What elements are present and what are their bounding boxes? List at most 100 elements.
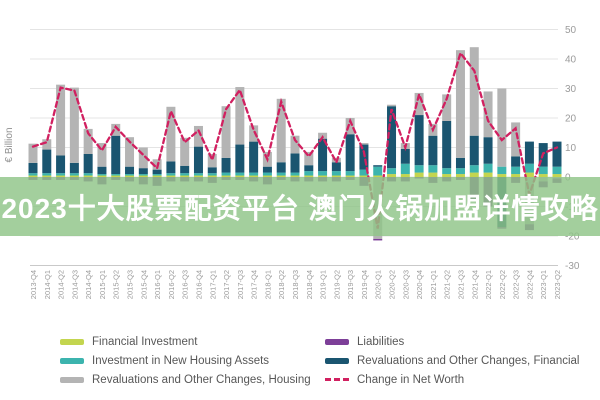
bar-segment	[69, 175, 79, 177]
bar-segment	[42, 149, 52, 174]
bar-segment	[511, 156, 521, 167]
bar-segment	[428, 172, 438, 177]
bar-segment	[125, 137, 135, 167]
bar-segment	[290, 153, 300, 173]
bar-segment	[345, 175, 355, 177]
bar-segment	[235, 175, 245, 177]
bar-segment	[249, 141, 259, 173]
bar-segment	[469, 165, 479, 173]
bar-segment	[304, 151, 314, 166]
bar-segment	[111, 175, 121, 177]
bar-segment	[111, 135, 121, 175]
x-tick-label: 2019-Q2	[332, 270, 341, 299]
bar-segment	[83, 173, 93, 176]
x-tick-label: 2023-Q2	[553, 270, 562, 299]
bar-segment	[207, 153, 217, 168]
bar-segment	[373, 166, 383, 176]
x-tick-label: 2015-Q4	[139, 270, 148, 299]
bar-segment	[125, 174, 135, 176]
bar-segment	[290, 172, 300, 176]
bar-segment	[497, 166, 507, 175]
y-axis-label: € Billion	[4, 127, 15, 163]
bar-segment	[276, 175, 286, 177]
x-tick-label: 2017-Q2	[222, 270, 231, 299]
bar-segment	[166, 175, 176, 177]
bar-segment	[331, 162, 341, 172]
bar-segment	[193, 175, 203, 177]
bar-segment	[262, 175, 272, 177]
legend-label: Revaluations and Other Changes, Financia…	[357, 354, 580, 367]
x-tick-label: 2015-Q3	[126, 270, 135, 299]
bar-segment	[387, 106, 397, 169]
bar-segment	[455, 174, 465, 177]
banner-text: 2023十大股票配资平台 澳门火锅加盟详情攻略	[1, 192, 599, 224]
y-tick-label: 20	[565, 114, 577, 125]
y-tick-label: 30	[565, 84, 577, 95]
x-tick-label: 2021-Q1	[429, 270, 438, 299]
bar-segment	[193, 125, 203, 147]
revaluations-housing-swatch-icon	[60, 376, 84, 383]
change-net-worth-dashed-line-icon	[325, 378, 349, 381]
bar-segment	[455, 168, 465, 175]
x-tick-label: 2013-Q4	[29, 270, 38, 299]
bar-segment	[345, 134, 355, 172]
bar-segment	[276, 172, 286, 176]
bar-segment	[193, 146, 203, 174]
bar-segment	[511, 166, 521, 175]
x-tick-label: 2022-Q3	[512, 270, 521, 299]
bar-segment	[414, 165, 424, 173]
bar-segment	[359, 143, 369, 145]
bar-segment	[483, 137, 493, 164]
x-tick-label: 2014-Q1	[43, 270, 52, 299]
x-tick-label: 2016-Q3	[181, 270, 190, 299]
bar-segment	[483, 91, 493, 138]
bar-segment	[400, 163, 410, 175]
bar-segment	[483, 172, 493, 177]
bar-segment	[97, 166, 107, 175]
bar-segment	[262, 166, 272, 173]
legend-item-investment-new-housing: Investment in New Housing Assets	[60, 351, 311, 370]
bar-segment	[83, 153, 93, 174]
bar-segment	[152, 174, 162, 176]
bar-segment	[428, 165, 438, 173]
bar-segment	[69, 162, 79, 174]
bar-segment	[249, 175, 259, 177]
bar-segment	[235, 172, 245, 176]
overlay-banner: 2023十大股票配资平台 澳门火锅加盟详情攻略	[0, 177, 600, 236]
bar-segment	[414, 115, 424, 166]
bar-segment	[166, 161, 176, 174]
bar-segment	[387, 174, 397, 177]
bar-segment	[97, 143, 107, 167]
bar-segment	[331, 175, 341, 177]
bar-segment	[138, 175, 148, 177]
bar-segment	[69, 87, 79, 163]
bar-segment	[166, 173, 176, 176]
x-tick-label: 2017-Q4	[250, 270, 259, 299]
bar-segment	[42, 173, 52, 176]
x-tick-label: 2017-Q3	[236, 270, 245, 299]
legend-item-liabilities: Liabilities	[325, 332, 579, 351]
bar-segment	[56, 175, 66, 177]
bar-segment	[373, 165, 383, 167]
x-tick-label: 2014-Q4	[84, 270, 93, 299]
bar-segment	[42, 175, 52, 177]
bar-segment	[97, 175, 107, 177]
bar-segment	[511, 122, 521, 157]
legend-label: Change in Net Worth	[357, 373, 465, 386]
y-tick-label: -30	[565, 261, 580, 272]
bar-segment	[56, 155, 66, 174]
bar-segment	[138, 174, 148, 176]
x-tick-label: 2021-Q2	[443, 270, 452, 299]
legend-label: Financial Investment	[92, 335, 198, 348]
x-tick-label: 2016-Q1	[153, 270, 162, 299]
bar-segment	[125, 166, 135, 175]
y-tick-label: 10	[565, 143, 577, 154]
legend-column-right: Liabilities Revaluations and Other Chang…	[325, 332, 579, 389]
bar-segment	[455, 157, 465, 169]
bar-segment	[455, 50, 465, 158]
bar-segment	[345, 171, 355, 176]
bar-segment	[387, 104, 397, 107]
bar-segment	[373, 175, 383, 177]
bar-segment	[276, 162, 286, 173]
bar-segment	[387, 168, 397, 175]
